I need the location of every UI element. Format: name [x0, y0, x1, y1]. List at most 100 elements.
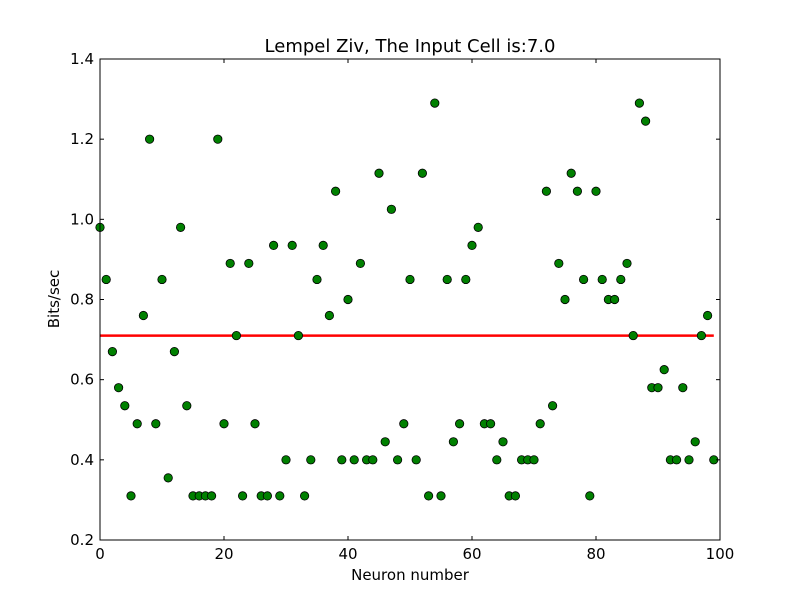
data-points-layer	[95, 98, 719, 501]
data-point	[529, 455, 539, 465]
data-point	[423, 491, 434, 501]
x-tick-label: 80	[586, 545, 605, 563]
data-point	[628, 330, 638, 341]
data-point	[138, 310, 148, 321]
data-point	[225, 258, 235, 269]
data-point	[634, 98, 645, 108]
data-point	[572, 186, 583, 196]
data-point	[312, 274, 322, 285]
y-tick-label: 0.8	[70, 291, 94, 309]
data-point	[560, 294, 570, 305]
data-point	[169, 347, 179, 357]
data-point	[392, 455, 403, 465]
data-point	[349, 455, 359, 465]
x-tick-label: 20	[214, 545, 233, 563]
data-point	[399, 419, 409, 429]
data-point	[101, 274, 111, 285]
data-point	[541, 186, 552, 196]
data-point	[411, 455, 421, 465]
data-point	[324, 310, 334, 321]
x-axis-label: Neuron number	[351, 566, 470, 584]
x-tick-label: 100	[706, 545, 735, 563]
data-point	[473, 222, 483, 232]
data-point	[355, 258, 365, 269]
y-tick-label: 0.4	[70, 451, 94, 469]
data-point	[374, 168, 384, 178]
data-point	[578, 274, 589, 285]
data-point	[591, 186, 601, 196]
data-point	[467, 240, 477, 250]
data-point	[498, 437, 508, 447]
y-tick-label: 1.4	[70, 50, 94, 68]
data-point	[585, 491, 595, 501]
data-point	[145, 134, 155, 144]
data-point	[262, 491, 272, 501]
data-point	[126, 491, 136, 501]
data-point	[293, 330, 303, 341]
data-point	[368, 455, 378, 465]
data-point	[640, 116, 651, 126]
data-point	[417, 168, 427, 178]
data-point	[535, 419, 545, 429]
data-point	[176, 222, 186, 232]
data-point	[659, 365, 669, 375]
data-point	[690, 437, 700, 447]
data-point	[461, 274, 471, 285]
data-point	[622, 258, 632, 269]
data-point	[275, 491, 285, 501]
data-point	[609, 294, 620, 305]
data-point	[120, 401, 130, 411]
y-tick-label: 1.2	[70, 130, 94, 148]
y-tick-label: 0.2	[70, 531, 94, 549]
data-point	[485, 419, 496, 429]
y-tick-label: 0.6	[70, 371, 94, 389]
data-point	[213, 134, 223, 144]
data-point	[448, 437, 458, 447]
data-point	[430, 98, 440, 108]
data-point	[380, 437, 390, 447]
data-point	[281, 455, 291, 465]
data-point	[436, 491, 446, 501]
data-point	[386, 204, 396, 214]
data-point	[454, 419, 465, 429]
y-axis-ticks: 0.2 0.4 0.6 0.8 1.0 1.2 1.4	[70, 50, 720, 549]
chart-title: Lempel Ziv, The Input Cell is:7.0	[265, 36, 556, 57]
data-point	[702, 310, 713, 321]
data-point	[343, 294, 353, 305]
data-point	[442, 274, 452, 285]
data-point	[510, 491, 521, 501]
x-axis-ticks: 0 20 40 60 80 100	[95, 59, 734, 563]
y-tick-label: 1.0	[70, 210, 94, 228]
data-point	[163, 473, 173, 483]
data-point	[547, 401, 558, 411]
data-point	[566, 168, 576, 178]
data-point	[299, 491, 310, 501]
data-point	[696, 330, 707, 341]
data-point	[151, 419, 161, 429]
x-tick-label: 60	[462, 545, 481, 563]
data-point	[616, 274, 626, 285]
data-point	[268, 240, 279, 250]
data-point	[244, 258, 254, 269]
data-point	[114, 383, 124, 393]
data-point	[337, 455, 347, 465]
data-point	[157, 274, 167, 285]
data-point	[318, 240, 328, 250]
data-point	[182, 401, 192, 411]
data-point	[330, 186, 341, 196]
data-point	[653, 383, 663, 393]
data-point	[132, 419, 142, 429]
x-tick-label: 40	[338, 545, 357, 563]
data-point	[597, 274, 607, 285]
x-tick-label: 0	[95, 545, 105, 563]
data-point	[250, 419, 260, 429]
data-point	[287, 240, 297, 250]
data-point	[207, 491, 217, 501]
data-point	[231, 330, 241, 341]
data-point	[405, 274, 415, 285]
data-point	[492, 455, 502, 465]
data-point	[554, 258, 564, 269]
data-point	[107, 347, 118, 357]
